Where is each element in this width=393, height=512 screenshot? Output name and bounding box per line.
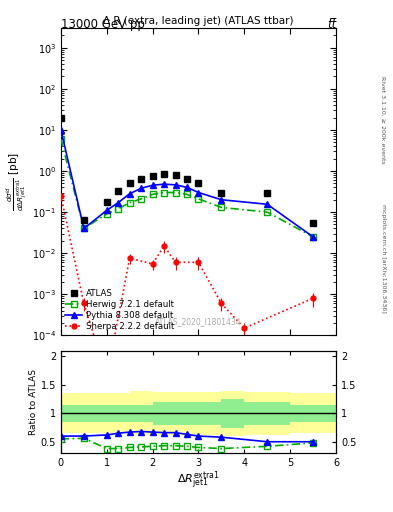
Text: mcplots.cern.ch [arXiv:1306.3436]: mcplots.cern.ch [arXiv:1306.3436] [381,204,386,313]
Text: ATLAS_2020_I1801434: ATLAS_2020_I1801434 [155,317,242,326]
Y-axis label: $\frac{d\sigma^{id}}{d\Delta R_{jet1}^{extra1}}$ [pb]: $\frac{d\sigma^{id}}{d\Delta R_{jet1}^{e… [5,152,29,211]
Text: 13000 GeV pp: 13000 GeV pp [61,18,145,31]
Legend: ATLAS, Herwig 7.2.1 default, Pythia 8.308 default, Sherpa 2.2.2 default: ATLAS, Herwig 7.2.1 default, Pythia 8.30… [64,287,176,333]
Text: tt̅: tt̅ [327,18,336,31]
Title: Δ R (extra, leading jet) (ATLAS ttbar): Δ R (extra, leading jet) (ATLAS ttbar) [103,16,294,26]
Text: Rivet 3.1.10, ≥ 200k events: Rivet 3.1.10, ≥ 200k events [381,76,386,164]
X-axis label: $\Delta R_{\rm jet1}^{\rm extra1}$: $\Delta R_{\rm jet1}^{\rm extra1}$ [177,470,220,492]
Y-axis label: Ratio to ATLAS: Ratio to ATLAS [29,369,38,435]
